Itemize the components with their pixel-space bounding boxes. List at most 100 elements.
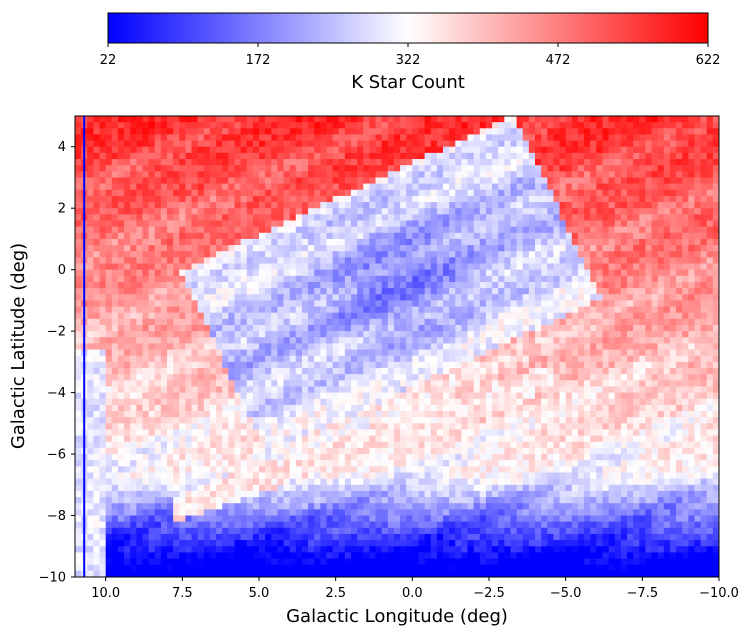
heatmap-cell bbox=[351, 214, 358, 222]
heatmap-cell bbox=[449, 146, 456, 154]
heatmap-cell bbox=[473, 392, 481, 400]
heatmap-cell bbox=[492, 392, 499, 400]
heatmap-cell bbox=[602, 374, 610, 381]
heatmap-cell bbox=[99, 245, 107, 252]
heatmap-cell bbox=[436, 331, 444, 338]
heatmap-cell bbox=[283, 306, 291, 314]
heatmap-cell bbox=[535, 251, 542, 258]
heatmap-cell bbox=[105, 220, 113, 228]
heatmap-cell bbox=[620, 281, 628, 289]
heatmap-cell bbox=[246, 349, 254, 357]
heatmap-cell bbox=[725, 350, 732, 357]
heatmap-cell bbox=[130, 306, 137, 314]
heatmap-cell bbox=[173, 122, 180, 129]
heatmap-cell bbox=[400, 238, 407, 246]
heatmap-cell bbox=[308, 374, 315, 381]
heatmap-cell bbox=[111, 238, 119, 246]
heatmap-cell bbox=[154, 331, 162, 338]
heatmap-cell bbox=[639, 257, 646, 265]
heatmap-cell bbox=[657, 122, 665, 129]
heatmap-cell bbox=[657, 392, 665, 400]
heatmap-cell bbox=[633, 134, 640, 142]
heatmap-cell bbox=[504, 177, 512, 185]
heatmap-cell bbox=[504, 361, 512, 369]
heatmap-cell bbox=[694, 251, 702, 258]
heatmap-cell bbox=[289, 392, 297, 400]
heatmap-cell bbox=[314, 269, 321, 277]
heatmap-cell bbox=[369, 398, 377, 406]
heatmap-cell bbox=[584, 337, 591, 345]
heatmap-cell bbox=[436, 318, 444, 326]
heatmap-cell bbox=[222, 294, 229, 301]
heatmap-cell bbox=[712, 116, 719, 123]
heatmap-cell bbox=[535, 294, 542, 301]
heatmap-cell bbox=[584, 128, 591, 136]
heatmap-cell bbox=[485, 122, 493, 129]
heatmap-cell bbox=[289, 318, 297, 326]
heatmap-cell bbox=[682, 226, 689, 234]
heatmap-cell bbox=[173, 134, 180, 142]
heatmap-cell bbox=[645, 263, 653, 271]
heatmap-cell bbox=[571, 165, 579, 172]
heatmap-cell bbox=[75, 116, 82, 123]
heatmap-cell bbox=[620, 337, 628, 345]
heatmap-cell bbox=[596, 245, 604, 252]
heatmap-cell bbox=[393, 245, 401, 252]
heatmap-cell bbox=[627, 392, 634, 400]
heatmap-cell bbox=[185, 202, 193, 209]
heatmap-cell bbox=[706, 146, 714, 154]
heatmap-cell bbox=[154, 177, 162, 185]
heatmap-cell bbox=[627, 294, 634, 301]
heatmap-cell bbox=[553, 122, 561, 129]
heatmap-cell bbox=[657, 202, 665, 209]
heatmap-cell bbox=[669, 202, 677, 209]
heatmap-cell bbox=[393, 152, 401, 160]
heatmap-cell bbox=[559, 238, 567, 246]
heatmap-cell bbox=[393, 331, 401, 338]
heatmap-cell bbox=[614, 177, 622, 185]
heatmap-cell bbox=[614, 220, 622, 228]
heatmap-cell bbox=[596, 171, 604, 179]
heatmap-cell bbox=[191, 159, 199, 166]
heatmap-cell bbox=[645, 128, 653, 136]
heatmap-cell bbox=[657, 183, 665, 191]
heatmap-cell bbox=[608, 331, 616, 338]
heatmap-cell bbox=[344, 202, 352, 209]
heatmap-cell bbox=[246, 245, 254, 252]
heatmap-cell bbox=[148, 171, 156, 179]
heatmap-cell bbox=[719, 257, 726, 264]
heatmap-cell bbox=[688, 152, 696, 160]
heatmap-cell bbox=[584, 165, 591, 172]
heatmap-cell bbox=[412, 294, 420, 301]
heatmap-cell bbox=[154, 140, 162, 148]
heatmap-cell bbox=[443, 306, 450, 314]
heatmap-cell bbox=[657, 226, 665, 234]
heatmap-cell bbox=[620, 306, 628, 314]
heatmap-cell bbox=[326, 152, 334, 160]
heatmap-cell bbox=[87, 257, 94, 265]
heatmap-cell bbox=[645, 177, 653, 185]
heatmap-cell bbox=[185, 343, 193, 351]
heatmap-cell bbox=[590, 146, 597, 154]
heatmap-cell bbox=[620, 208, 628, 215]
heatmap-cell bbox=[725, 220, 732, 227]
heatmap-cell bbox=[351, 177, 358, 185]
heatmap-cell bbox=[590, 128, 597, 136]
heatmap-cell bbox=[412, 146, 420, 154]
heatmap-cell bbox=[381, 288, 389, 295]
heatmap-cell bbox=[363, 349, 370, 357]
heatmap-cell bbox=[308, 128, 315, 136]
heatmap-cell bbox=[289, 275, 297, 283]
heatmap-cell bbox=[522, 343, 530, 351]
heatmap-cell bbox=[657, 251, 665, 258]
heatmap-cell bbox=[75, 195, 82, 203]
heatmap-cell bbox=[228, 122, 236, 129]
heatmap-cell bbox=[596, 134, 604, 142]
heatmap-cell bbox=[191, 171, 199, 179]
heatmap-cell bbox=[706, 312, 714, 320]
heatmap-cell bbox=[393, 146, 401, 154]
heatmap-cell bbox=[301, 177, 309, 185]
heatmap-cell bbox=[694, 269, 702, 277]
heatmap-cell bbox=[111, 275, 119, 283]
heatmap-cell bbox=[694, 337, 702, 345]
